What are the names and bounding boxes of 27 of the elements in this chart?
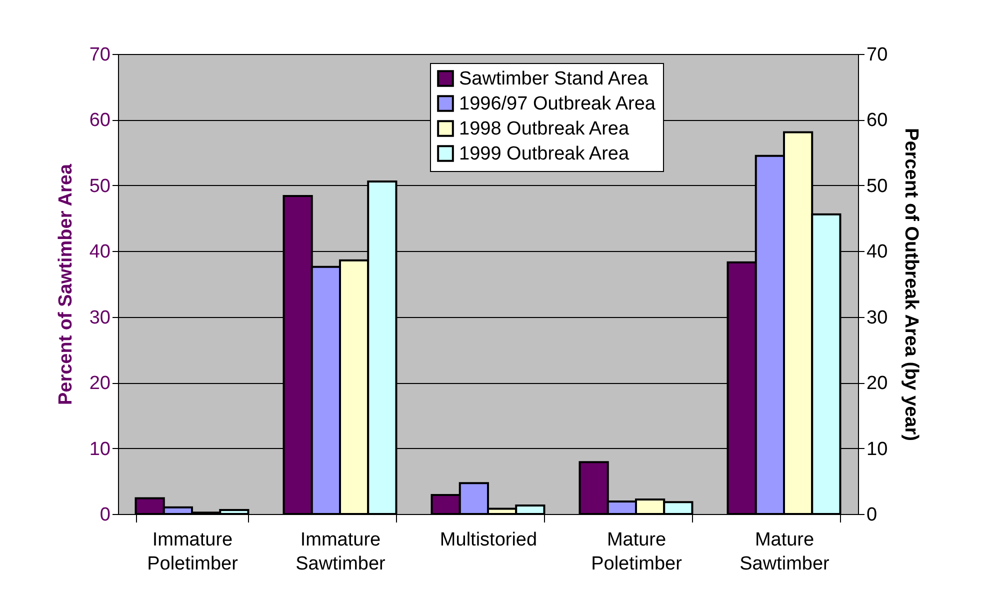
x-tick-label: Mature Poletimber bbox=[591, 530, 683, 574]
legend-label: 1998 Outbreak Area bbox=[459, 118, 630, 140]
y2-tick-label: 60 bbox=[866, 110, 888, 132]
y-tick-label: 30 bbox=[89, 307, 110, 328]
y2-axis-title: Percent of Outbreak Area (by year) bbox=[900, 128, 922, 441]
legend-label: 1999 Outbreak Area bbox=[459, 144, 630, 164]
y2-tick-label: 70 bbox=[866, 44, 888, 66]
y-tick-label: 0 bbox=[100, 504, 110, 526]
y2-tick-label: 20 bbox=[866, 373, 888, 394]
y-axis-title: Percent of Sawtimber Area bbox=[55, 164, 76, 406]
x-tick-label: Immature Poletimber bbox=[147, 530, 239, 574]
y2-tick-label: 50 bbox=[866, 176, 888, 197]
y2-tick-label: 30 bbox=[866, 307, 888, 328]
y2-tick-label: 10 bbox=[866, 438, 888, 460]
y2-tick-label: 40 bbox=[866, 242, 888, 263]
y-tick-label: 40 bbox=[89, 242, 110, 263]
legend-label: Sawtimber Stand Area bbox=[459, 68, 648, 90]
y-tick-label: 20 bbox=[89, 373, 110, 394]
legend-label: 1996/97 Outbreak Area bbox=[459, 94, 656, 114]
x-tick-label: Multistoried bbox=[440, 530, 538, 550]
y-tick-label: 70 bbox=[89, 44, 110, 66]
y-tick-label: 60 bbox=[89, 110, 110, 132]
x-tick-label: Immature Sawtimber bbox=[296, 530, 386, 574]
x-tick-label: Mature Sawtimber bbox=[740, 530, 830, 574]
y-tick-label: 50 bbox=[89, 176, 110, 197]
y2-tick-label: 0 bbox=[866, 504, 878, 526]
y-tick-label: 10 bbox=[89, 438, 110, 460]
